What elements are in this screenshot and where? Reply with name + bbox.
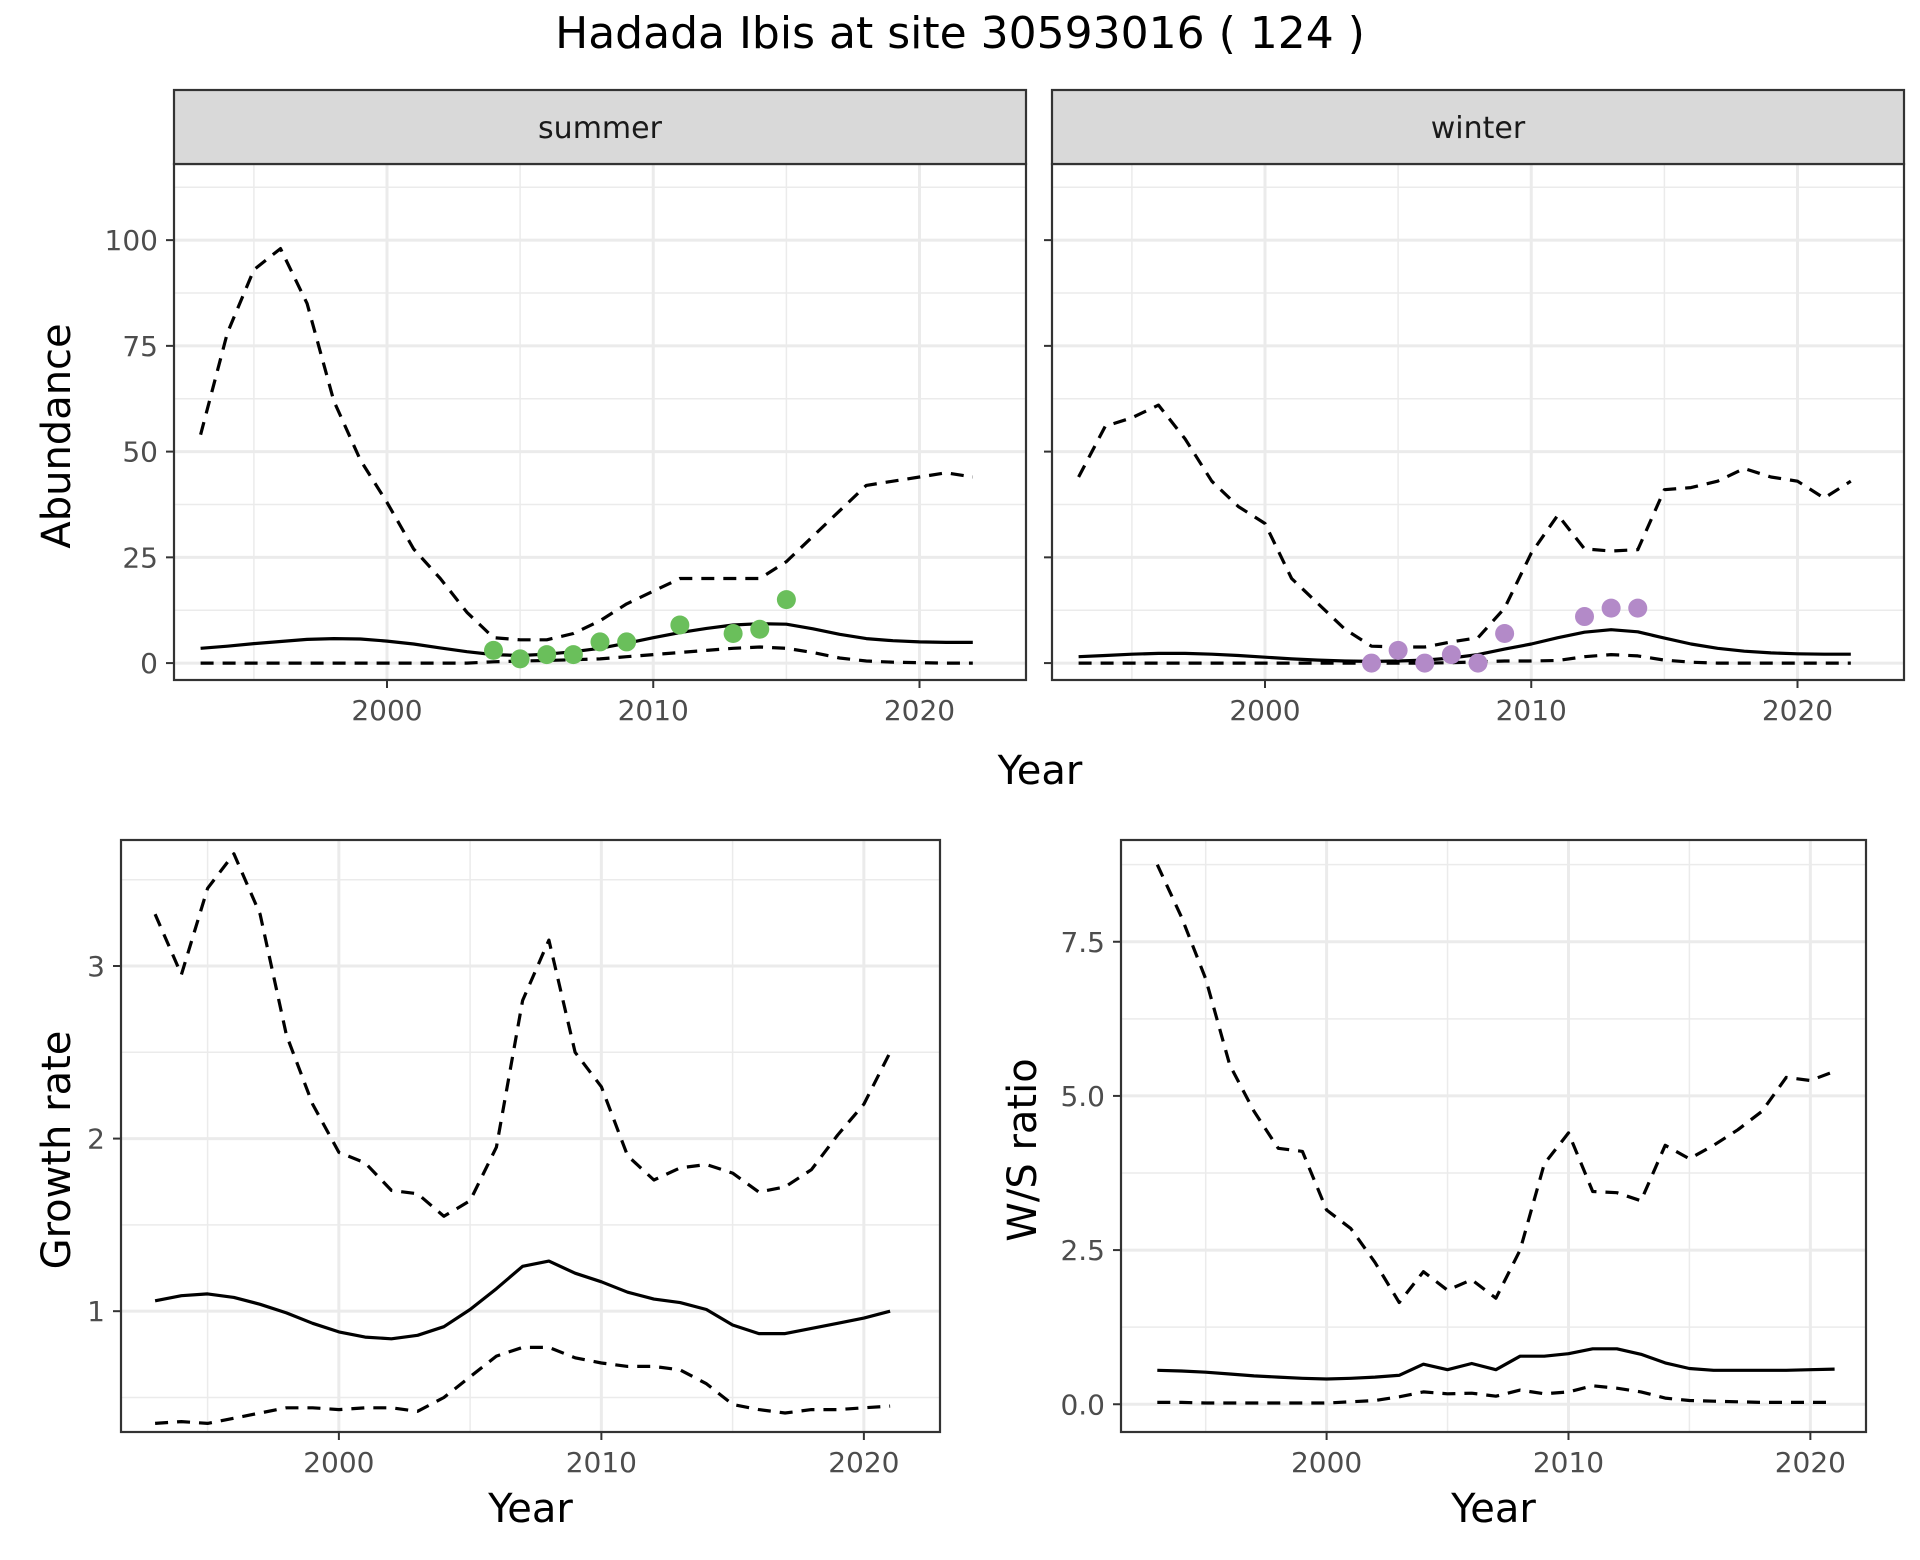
x-axis-title: Year	[487, 1486, 573, 1532]
series-line-bound	[1157, 1384, 1835, 1405]
panel-border	[1119, 838, 1868, 1434]
data-point	[1388, 640, 1408, 660]
data-point	[776, 590, 796, 610]
series-line-bound	[1077, 403, 1852, 649]
ws-ratio-panel: 2000 2010 2020 0.0 2.5 5.0 7.5 W/S ratio Year	[1000, 838, 1868, 1532]
plot-background	[1052, 164, 1904, 680]
x-tick-label: 2010	[618, 694, 689, 727]
series-line-bound	[1078, 653, 1851, 665]
top-x-axis-title: Year	[997, 748, 1083, 794]
series-line-bound	[154, 1345, 891, 1425]
facet-strip	[172, 88, 1028, 166]
x-tick-label: 2010	[1533, 1446, 1604, 1479]
series-line-bound	[1155, 864, 1836, 1305]
data-point	[563, 645, 583, 665]
x-tick-label: 2020	[1775, 1446, 1846, 1479]
x-tick-label: 2020	[1762, 694, 1833, 727]
y-tick-label: 0.0	[1060, 1388, 1105, 1421]
data-point	[723, 623, 743, 643]
facet-strip-label: winter	[1431, 111, 1526, 146]
y-tick-label: 1	[87, 1295, 105, 1328]
data-point	[1468, 653, 1488, 673]
facet-strip	[1050, 88, 1906, 166]
x-tick-label: 2020	[828, 1446, 899, 1479]
data-point	[1601, 598, 1621, 618]
plot-background	[174, 164, 1026, 680]
y-axis-title: Abundance	[34, 323, 80, 548]
series-line-mean	[154, 1259, 891, 1341]
x-tick-label: 2000	[1229, 694, 1300, 727]
data-point	[750, 619, 770, 639]
y-tick-label: 100	[105, 224, 158, 257]
data-point	[617, 632, 637, 652]
series-line-bound	[200, 645, 973, 665]
y-tick-label: 25	[122, 541, 158, 574]
data-point	[1628, 598, 1648, 618]
data-point	[590, 632, 610, 652]
data-point	[1575, 607, 1594, 627]
plot-background	[121, 840, 940, 1432]
x-tick-label: 2000	[351, 694, 422, 727]
series-line-mean	[1078, 628, 1851, 663]
data-point	[484, 640, 503, 660]
y-tick-label: 5.0	[1060, 1080, 1105, 1113]
panel-border	[119, 838, 942, 1434]
data-point	[537, 645, 557, 665]
data-point	[1441, 645, 1461, 665]
series-line-bound	[153, 852, 892, 1218]
x-tick-label: 2000	[1291, 1446, 1362, 1479]
data-point	[510, 649, 530, 669]
x-tick-label: 2010	[1496, 694, 1567, 727]
winter-abundance-panel: winter 2000 2010 2020	[1044, 88, 1906, 727]
y-tick-label: 0	[140, 647, 158, 680]
y-tick-label: 2	[87, 1123, 105, 1156]
data-point	[670, 615, 690, 635]
y-axis-title: W/S ratio	[1000, 1058, 1046, 1241]
facet-strip-label: summer	[538, 111, 663, 146]
y-tick-label: 50	[122, 436, 158, 469]
summer-abundance-panel: summer 2000 2010 2020 0 25 50 75 100 Abundance	[34, 88, 1028, 727]
series-line-mean	[200, 622, 973, 658]
data-point	[1415, 653, 1435, 673]
figure-title: Hadada Ibis at site 30593016 ( 124 )	[555, 8, 1365, 59]
data-point	[1362, 653, 1381, 673]
y-tick-label: 2.5	[1060, 1234, 1105, 1267]
y-tick-label: 3	[87, 950, 105, 983]
y-tick-label: 75	[122, 330, 158, 363]
x-tick-label: 2020	[884, 694, 955, 727]
x-tick-label: 2010	[566, 1446, 637, 1479]
data-point	[1495, 623, 1515, 643]
series-line-bound	[199, 247, 974, 642]
series-line-mean	[1157, 1347, 1835, 1381]
y-tick-label: 7.5	[1060, 926, 1105, 959]
x-axis-title: Year	[1450, 1486, 1536, 1532]
y-axis-title: Growth rate	[34, 1031, 80, 1270]
plot-background	[1121, 840, 1866, 1432]
growth-rate-panel: 2000 2010 2020 1 2 3 Growth rate Year	[34, 838, 942, 1532]
x-tick-label: 2000	[303, 1446, 374, 1479]
